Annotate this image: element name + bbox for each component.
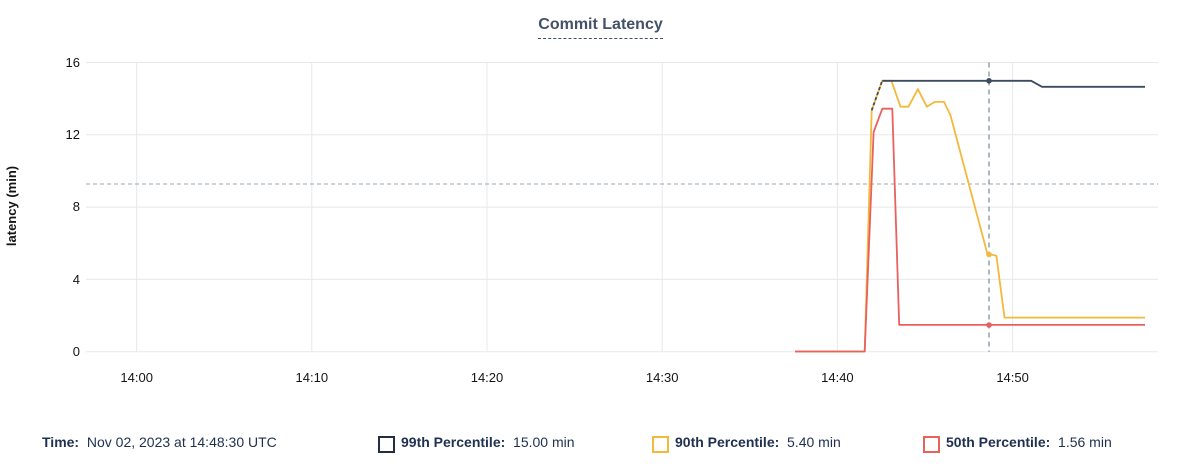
svg-text:14:30: 14:30 xyxy=(646,370,679,385)
svg-text:14:20: 14:20 xyxy=(471,370,504,385)
svg-text:8: 8 xyxy=(73,199,80,214)
svg-text:0: 0 xyxy=(73,344,80,359)
svg-text:14:50: 14:50 xyxy=(996,370,1029,385)
svg-text:14:40: 14:40 xyxy=(821,370,854,385)
svg-text:12: 12 xyxy=(66,127,80,142)
svg-text:14:00: 14:00 xyxy=(120,370,153,385)
svg-text:14:10: 14:10 xyxy=(296,370,329,385)
svg-text:4: 4 xyxy=(73,272,80,287)
svg-text:16: 16 xyxy=(66,55,80,70)
